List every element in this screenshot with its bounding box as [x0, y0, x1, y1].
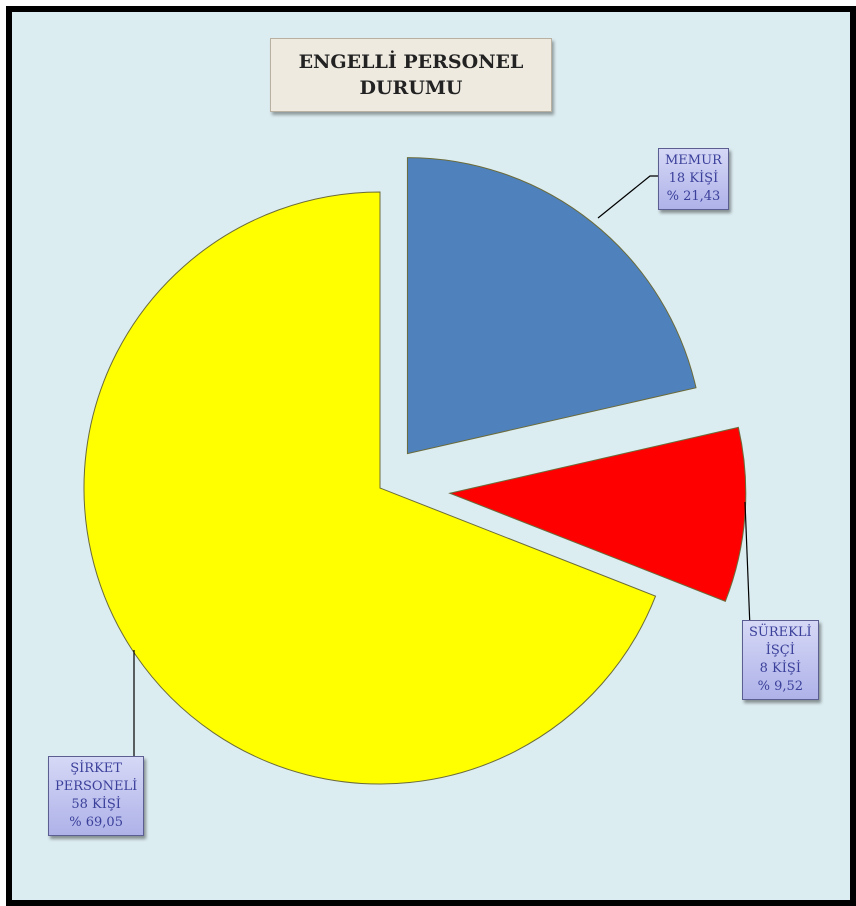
label-surekli-name-2: İŞÇİ	[765, 643, 795, 658]
pie-slice-surekli-isci	[448, 426, 747, 602]
pie-slice-memur	[406, 157, 697, 455]
label-surekli-count: 8 KİŞİ	[759, 661, 801, 676]
label-sirket-count: 58 KİŞİ	[71, 797, 121, 812]
label-memur-pct: % 21,43	[666, 189, 721, 204]
label-sirket-pct: % 69,05	[69, 815, 123, 830]
chart-title-line-1: ENGELLİ PERSONEL	[298, 51, 524, 73]
leader-line-surekli-isci	[744, 501, 751, 629]
chart-title: ENGELLİ PERSONEL DURUMU	[270, 38, 552, 112]
pie-slice-sirket-personeli	[83, 191, 657, 785]
label-sirket-personeli: ŞİRKET PERSONELİ 58 KİŞİ % 69,05	[48, 756, 145, 836]
label-memur-name: MEMUR	[665, 153, 722, 168]
label-surekli-isci: SÜREKLİ İŞÇİ 8 KİŞİ % 9,52	[742, 620, 819, 700]
label-surekli-pct: % 9,52	[757, 679, 804, 694]
chart-title-line-2: DURUMU	[359, 77, 463, 99]
label-memur-count: 18 KİŞİ	[668, 171, 719, 186]
label-sirket-name-1: ŞİRKET	[70, 761, 122, 776]
leader-line-memur	[597, 175, 658, 219]
label-surekli-name-1: SÜREKLİ	[749, 625, 812, 640]
label-sirket-name-2: PERSONELİ	[55, 779, 138, 794]
label-memur: MEMUR 18 KİŞİ % 21,43	[658, 148, 729, 210]
